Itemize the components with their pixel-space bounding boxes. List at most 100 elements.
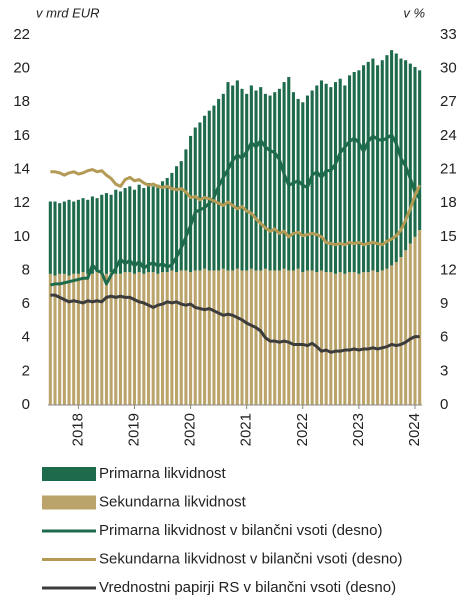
bar xyxy=(221,93,225,269)
bar xyxy=(343,85,347,274)
bar xyxy=(404,250,408,405)
bar xyxy=(72,273,76,405)
bar xyxy=(394,53,398,263)
y2-tick-label: 33 xyxy=(440,26,457,43)
x-tick-label: 2018 xyxy=(69,413,86,446)
bar xyxy=(90,196,94,274)
bar xyxy=(277,88,281,271)
bar xyxy=(62,273,66,405)
bar xyxy=(352,272,356,405)
y2-tick-label: 18 xyxy=(440,194,457,211)
legend-label: Sekundarna likvidnost v bilančni vsoti (… xyxy=(99,550,403,567)
bar xyxy=(385,268,389,405)
x-tick-label: 2024 xyxy=(406,413,423,446)
bar xyxy=(86,199,90,274)
y-unit-label: v mrd EUR xyxy=(36,5,100,20)
bar xyxy=(380,60,384,271)
bar xyxy=(282,268,286,405)
bar xyxy=(413,66,417,237)
bar xyxy=(175,166,179,273)
bar xyxy=(67,275,71,405)
bar xyxy=(156,184,160,274)
bar xyxy=(404,60,408,251)
bar xyxy=(128,186,132,273)
x-tick-label: 2023 xyxy=(350,413,367,446)
bar xyxy=(231,85,235,271)
bar xyxy=(48,273,52,405)
bar xyxy=(137,184,141,273)
line xyxy=(50,293,420,354)
y-tick-label: 0 xyxy=(22,396,30,413)
bar xyxy=(235,80,239,269)
legend-label: Primarna likvidnost xyxy=(99,465,227,482)
bar xyxy=(249,268,253,405)
bar xyxy=(151,186,155,273)
bar xyxy=(95,198,99,273)
bar xyxy=(371,270,375,405)
y2-tick-label: 27 xyxy=(440,93,457,110)
bar xyxy=(179,270,183,405)
bar xyxy=(170,172,174,271)
bar xyxy=(81,272,85,405)
bar xyxy=(296,268,300,405)
bar xyxy=(249,85,253,269)
bar xyxy=(160,181,165,273)
bar xyxy=(184,270,188,405)
y2-tick-label: 9 xyxy=(440,295,448,312)
bar xyxy=(207,110,211,271)
bar xyxy=(277,270,281,405)
bar xyxy=(259,87,263,271)
bar xyxy=(413,236,417,405)
bar xyxy=(142,188,146,274)
bar xyxy=(104,193,108,274)
bar xyxy=(90,273,94,405)
bar xyxy=(132,273,137,405)
bar xyxy=(254,90,258,271)
bar xyxy=(146,272,151,405)
bar xyxy=(310,90,314,271)
bar xyxy=(245,270,249,405)
bar xyxy=(81,198,85,273)
bar xyxy=(357,273,361,405)
bar xyxy=(240,88,244,271)
bar xyxy=(333,273,338,405)
bar xyxy=(109,194,113,273)
bar xyxy=(170,270,174,405)
y2-tick-label: 15 xyxy=(440,228,457,245)
bar xyxy=(268,270,272,405)
y2-tick-label: 6 xyxy=(440,329,448,346)
bar xyxy=(324,272,328,405)
bar xyxy=(165,272,169,405)
y-tick-label: 18 xyxy=(13,93,30,110)
bar xyxy=(273,92,277,271)
line xyxy=(50,168,422,247)
bar xyxy=(198,270,202,405)
bar xyxy=(67,199,71,276)
line xyxy=(49,133,421,287)
bar xyxy=(319,270,324,405)
bar xyxy=(399,257,403,405)
bar xyxy=(231,270,235,405)
bar xyxy=(175,272,179,405)
bar xyxy=(179,161,183,271)
bar xyxy=(315,272,319,405)
bar xyxy=(221,268,225,405)
bar xyxy=(128,272,132,405)
bar xyxy=(287,270,291,405)
bar xyxy=(376,65,380,273)
y-tick-label: 6 xyxy=(22,295,30,312)
bar xyxy=(324,83,328,273)
y-tick-label: 20 xyxy=(13,60,30,77)
bar xyxy=(156,273,160,405)
y2-tick-label: 0 xyxy=(440,396,448,413)
bar xyxy=(53,275,57,405)
y-tick-label: 12 xyxy=(13,194,30,211)
bar xyxy=(114,189,118,274)
bar xyxy=(217,270,221,405)
bar xyxy=(263,93,267,269)
y2-unit-label: v % xyxy=(403,5,425,20)
y2-tick-label: 30 xyxy=(440,60,457,77)
x-tick-label: 2020 xyxy=(182,413,199,446)
x-tick-label: 2022 xyxy=(294,413,311,446)
bar xyxy=(347,272,352,405)
